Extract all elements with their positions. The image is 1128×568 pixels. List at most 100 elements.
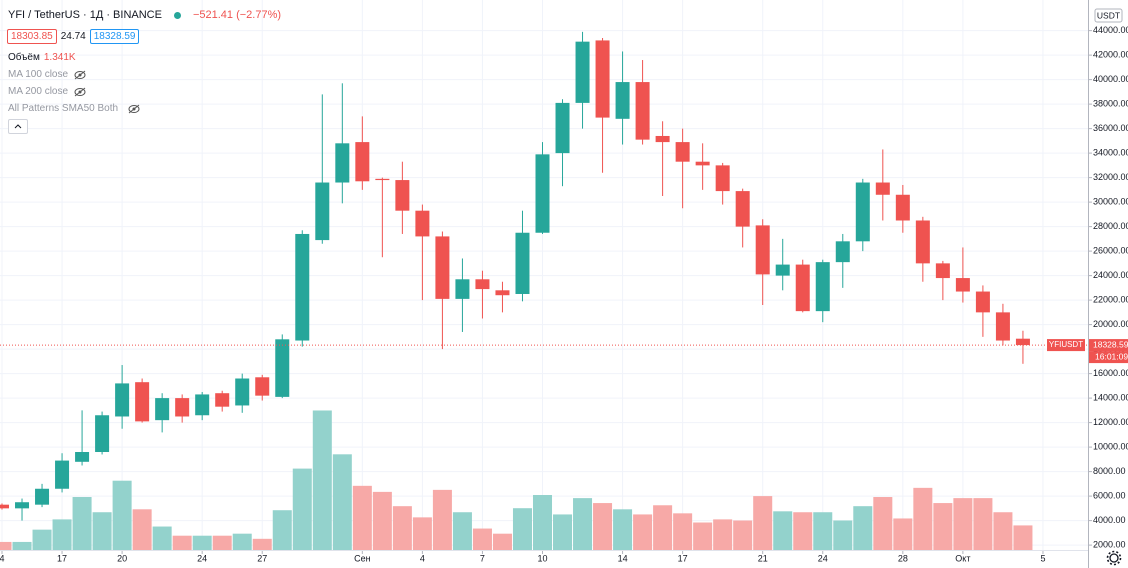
x-tick-label: 27 [257, 553, 267, 563]
indicator-label: MA 100 close [8, 69, 69, 80]
collapse-button[interactable] [8, 119, 28, 134]
bid[interactable]: 18303.85 [7, 29, 57, 44]
volume-bar [232, 533, 252, 550]
candle-body [315, 182, 330, 241]
indicator[interactable]: All Patterns SMA50 Both [8, 103, 140, 114]
volume-bar [873, 497, 893, 550]
x-tick-label: 5 [1040, 553, 1045, 563]
indicator-label: All Patterns SMA50 Both [8, 103, 119, 114]
price-label: 18328.59 [1093, 339, 1128, 349]
volume-bar [532, 495, 553, 550]
candle-body [435, 236, 450, 299]
candle-body [915, 220, 930, 264]
volume-bar [292, 468, 312, 550]
volume-bar [352, 485, 372, 550]
candle-body [995, 312, 1010, 341]
settings-icon[interactable] [1104, 548, 1124, 568]
volume-value: 1.341K [43, 52, 76, 63]
candle-body [555, 102, 570, 154]
volume-bar [472, 528, 492, 550]
candle-body [375, 178, 390, 181]
candle-body [455, 279, 470, 299]
candle-body [135, 382, 150, 422]
change: −521.41 (−2.77%) [192, 9, 282, 21]
volume-bar [412, 517, 432, 550]
y-tick-label: 10000.00 [1093, 441, 1128, 451]
candle-body [575, 41, 590, 103]
x-tick-label: 14 [618, 553, 628, 563]
ask[interactable]: 18328.59 [89, 29, 140, 44]
volume-bar [653, 505, 673, 550]
volume-label: Объём [8, 52, 40, 63]
candle-body [415, 210, 430, 237]
y-tick-label: 44000.00 [1093, 25, 1128, 35]
indicator-label: MA 200 close [8, 86, 69, 97]
volume-bar [1013, 525, 1033, 550]
volume-bar [853, 506, 873, 550]
y-tick-label: 36000.00 [1093, 123, 1128, 133]
y-tick-label: 20000.00 [1093, 319, 1128, 329]
x-tick-label: 21 [758, 553, 768, 563]
x-tick-label: Сен [354, 553, 371, 563]
volume-bar [833, 520, 853, 550]
eye-icon[interactable] [74, 87, 86, 97]
candle-body [955, 278, 970, 292]
x-tick-label: 4 [0, 553, 5, 563]
candle-body [895, 194, 910, 221]
volume-bar [212, 535, 232, 550]
candle-body [975, 291, 990, 313]
y-tick-label: 4000.00 [1093, 515, 1126, 525]
volume-bar [252, 538, 272, 550]
y-tick-label: 6000.00 [1093, 490, 1126, 500]
eye-icon[interactable] [128, 104, 140, 114]
symbol-label-box [1047, 339, 1085, 352]
volume-bar [512, 508, 532, 550]
volume-bar [913, 487, 933, 550]
x-tick-label: 17 [678, 553, 688, 563]
y-tick-label: 42000.00 [1093, 49, 1128, 59]
symbol-label: YFIUSDT [1049, 340, 1083, 349]
candle-body [735, 191, 750, 227]
volume-bar [713, 519, 733, 550]
volume-bar [673, 513, 693, 550]
candle-body [515, 232, 530, 294]
candle-body [0, 504, 10, 509]
volume-bar [0, 541, 12, 550]
chevron-icon [14, 124, 22, 129]
volume-bar [432, 489, 452, 550]
candle-body [155, 398, 170, 421]
volume-bar [793, 512, 813, 550]
y-tick-label: 22000.00 [1093, 294, 1128, 304]
candle-body [535, 154, 550, 233]
volume-bar [72, 497, 92, 550]
indicator[interactable]: MA 100 close [8, 69, 86, 80]
candle-body [715, 165, 730, 192]
candle-body [855, 182, 870, 242]
candle-body [635, 82, 650, 140]
volume-bar [272, 510, 292, 550]
volume-bar [693, 522, 713, 550]
candle-body [395, 180, 410, 211]
indicator[interactable]: MA 200 close [8, 86, 86, 97]
volume-bar [52, 519, 72, 550]
candle-body [95, 415, 110, 453]
volume-bar [372, 491, 392, 550]
eye-icon[interactable] [74, 70, 86, 80]
candle-body [475, 279, 490, 290]
volume-bar [893, 518, 913, 550]
candle-body [55, 460, 70, 489]
symbol[interactable]: YFI / TetherUS · 1Д · BINANCE [8, 9, 162, 21]
candle-body [15, 502, 30, 509]
candle-body [255, 377, 270, 396]
y-tick-label: 38000.00 [1093, 98, 1128, 108]
y-tick-label: 40000.00 [1093, 74, 1128, 84]
candle-body [175, 398, 190, 417]
volume-bar [573, 498, 593, 550]
candle-body [215, 393, 230, 407]
x-tick-label: 24 [818, 553, 828, 563]
candle-body [295, 233, 310, 341]
y-tick-label: 2000.00 [1093, 539, 1126, 549]
candle-body [75, 452, 90, 462]
